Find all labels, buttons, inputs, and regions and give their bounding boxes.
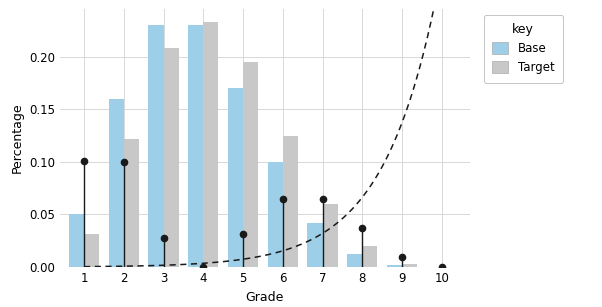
Bar: [203, 22, 219, 267]
Bar: [188, 25, 203, 267]
Bar: [442, 266, 457, 267]
X-axis label: Grade: Grade: [246, 290, 284, 304]
Bar: [84, 235, 99, 267]
Bar: [283, 135, 298, 267]
Bar: [347, 255, 362, 267]
Bar: [228, 88, 243, 267]
Bar: [323, 204, 338, 267]
Bar: [402, 264, 417, 267]
Bar: [427, 266, 442, 267]
Bar: [268, 162, 283, 267]
Y-axis label: Percentage: Percentage: [11, 103, 24, 173]
Bar: [164, 48, 179, 267]
Bar: [243, 62, 258, 267]
Bar: [387, 265, 402, 267]
Bar: [124, 139, 139, 267]
Bar: [149, 25, 164, 267]
Bar: [308, 223, 323, 267]
Bar: [69, 215, 84, 267]
Bar: [109, 99, 124, 267]
Bar: [362, 246, 377, 267]
Legend: Base, Target: Base, Target: [483, 15, 563, 83]
